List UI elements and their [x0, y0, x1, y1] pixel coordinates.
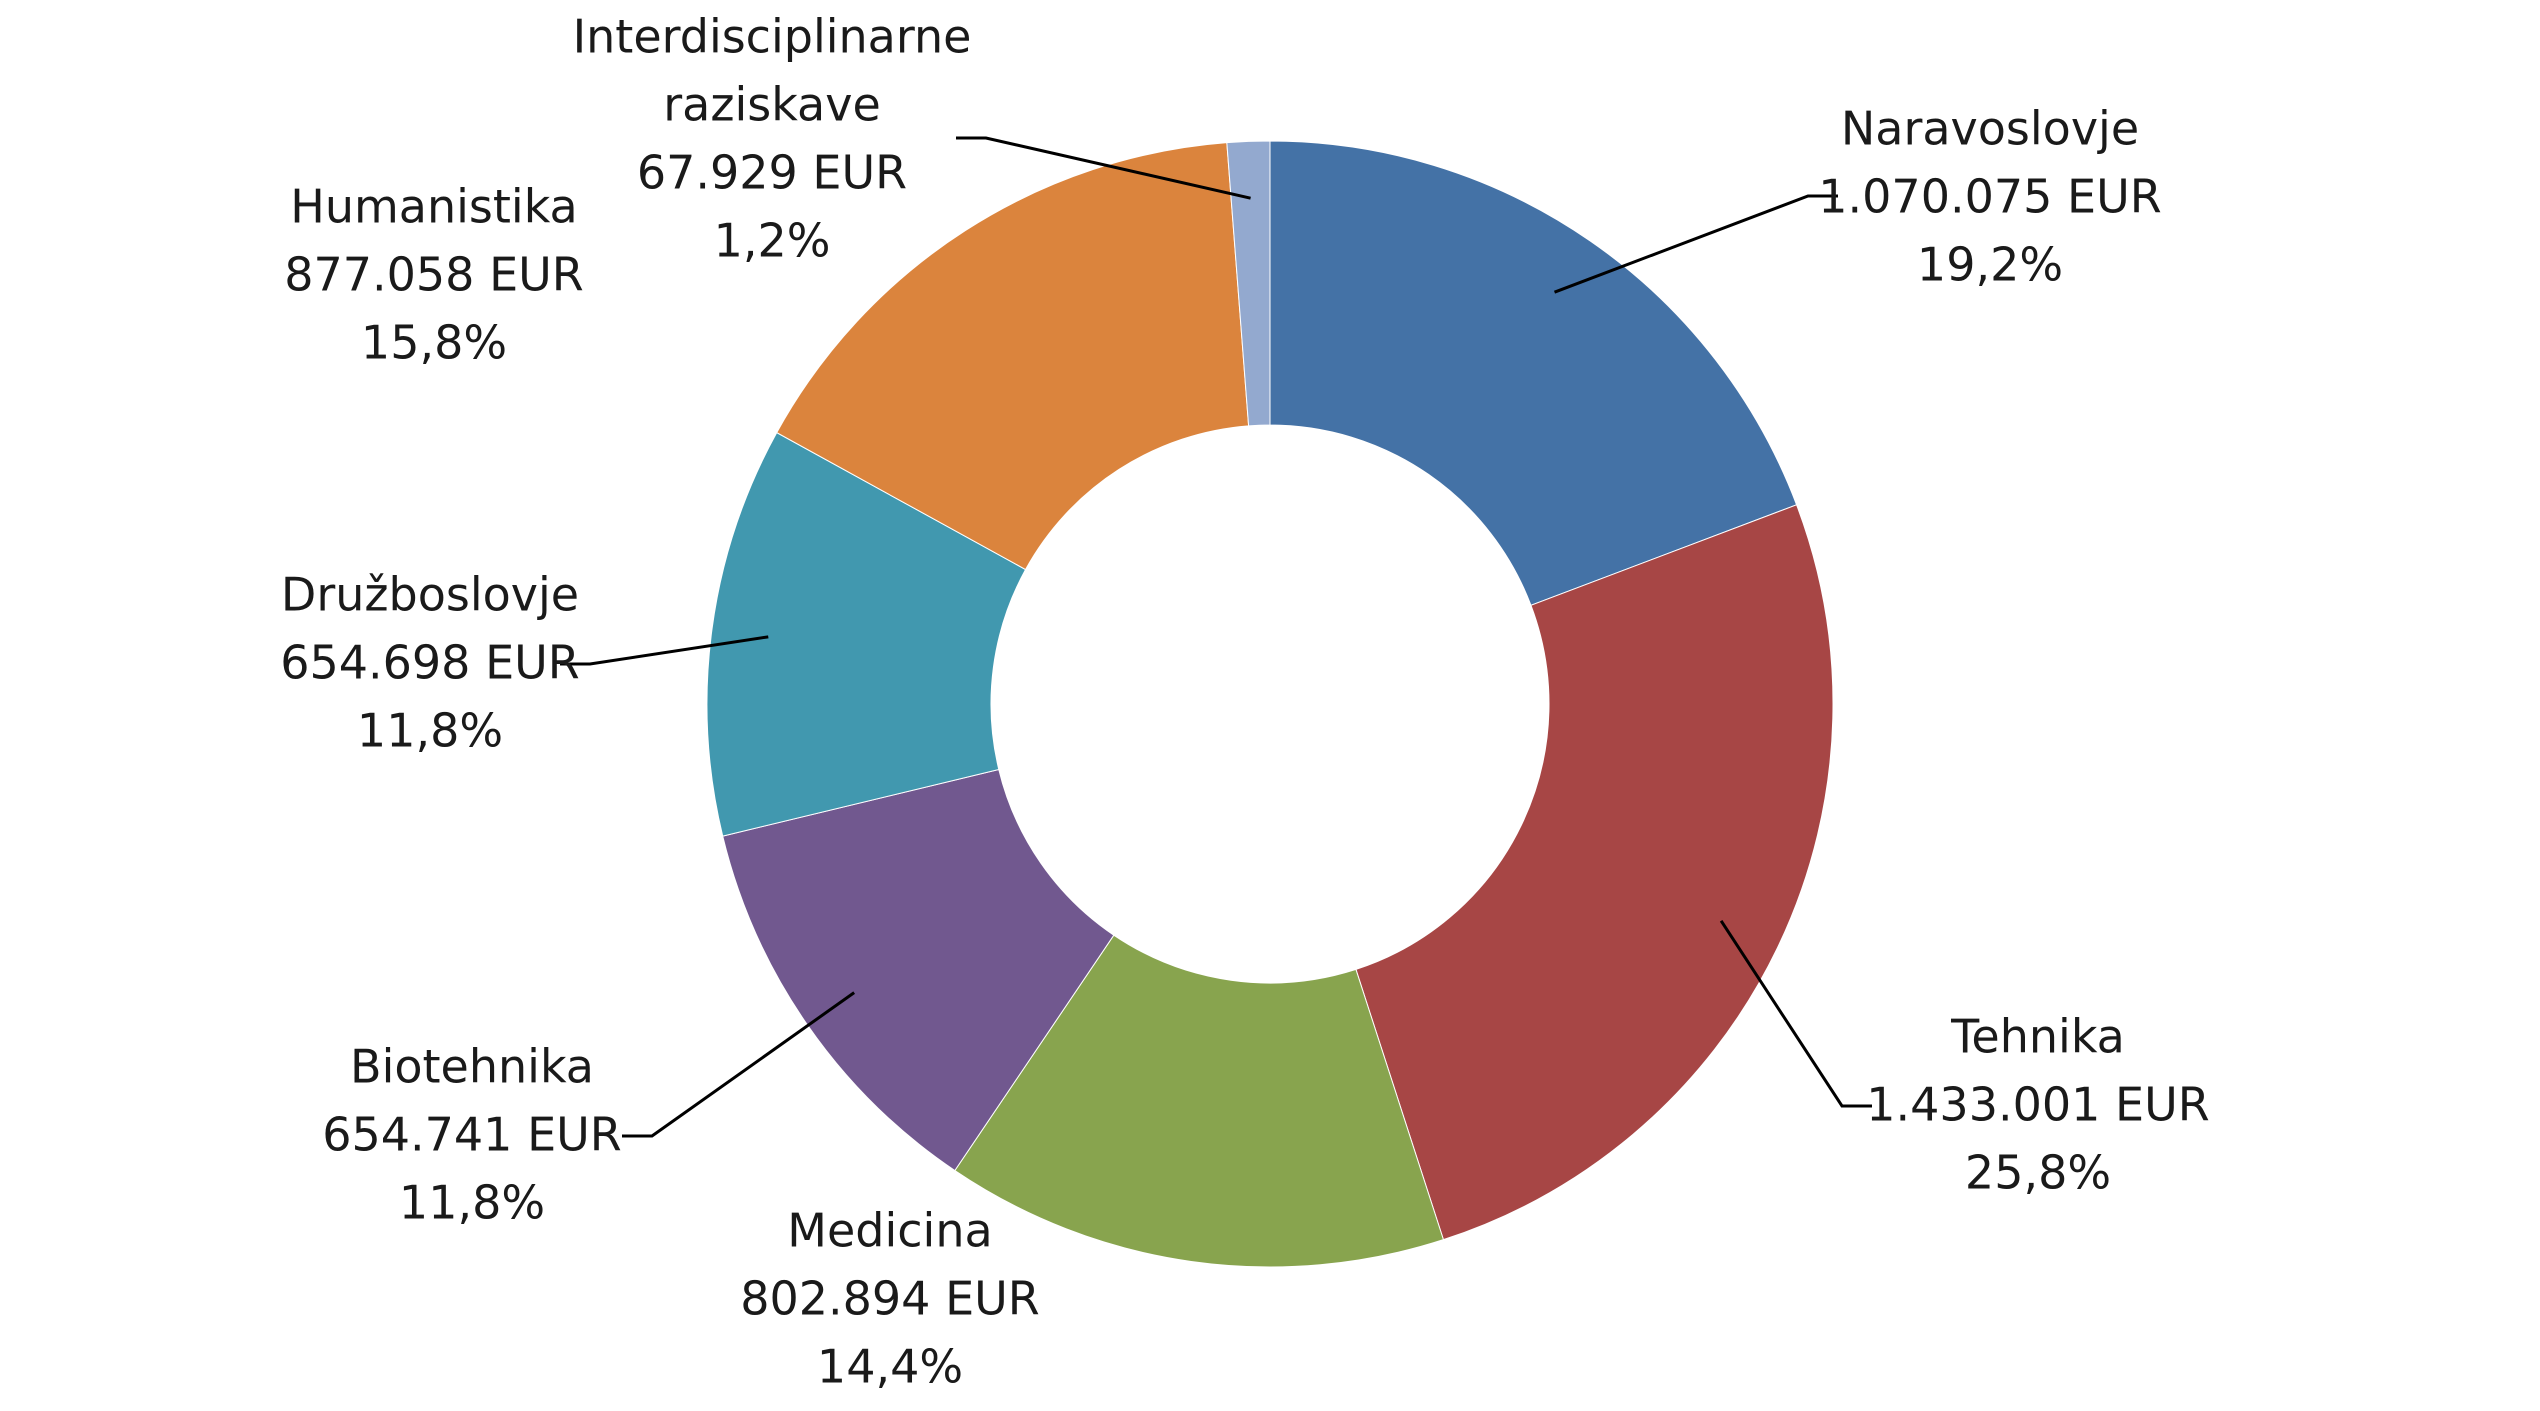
data-label-percent: 1,2% — [714, 214, 831, 268]
data-label-value: 802.894 EUR — [740, 1272, 1040, 1326]
data-label-category: Družboslovje — [281, 568, 579, 622]
data-label-category: Biotehnika — [350, 1040, 594, 1094]
label-biotehnika: Biotehnika 654.741 EUR 11,8% — [322, 1040, 622, 1230]
data-label-category: Naravoslovje — [1841, 102, 2139, 156]
slice-medicina — [954, 934, 1445, 1268]
data-label-category: Medicina — [787, 1204, 992, 1258]
leader-line-druzboslovje — [560, 635, 769, 666]
data-label-percent: 11,8% — [357, 704, 503, 758]
data-label-category: Tehnika — [1950, 1010, 2125, 1064]
data-label-category: raziskave — [663, 78, 881, 132]
leader-line-naravoslovje — [1553, 194, 1838, 294]
label-tehnika: Tehnika 1.433.001 EUR 25,8% — [1866, 1010, 2209, 1200]
label-medicina: Medicina 802.894 EUR 14,4% — [740, 1204, 1040, 1394]
slice-biotehnika — [722, 768, 1115, 1172]
leader-line-tehnika — [1719, 919, 1872, 1108]
slice-tehnika — [1355, 504, 1834, 1241]
labels-layer: Naravoslovje 1.070.075 EUR 19,2% Tehnika 1.4… — [280, 10, 2209, 1394]
slices-layer — [706, 140, 1834, 1268]
data-label-category: Interdisciplinarne — [573, 10, 972, 64]
slice-druzboslovje — [706, 431, 1027, 837]
data-label-percent: 11,8% — [399, 1176, 545, 1230]
slice-naravoslovje — [1269, 140, 1798, 606]
data-label-value: 877.058 EUR — [284, 248, 584, 302]
data-label-value: 1.433.001 EUR — [1866, 1078, 2209, 1132]
leader-line-biotehnika — [622, 991, 856, 1138]
data-label-category: Humanistika — [290, 180, 577, 234]
leader-lines-layer — [560, 136, 1872, 1138]
data-label-percent: 25,8% — [1965, 1146, 2111, 1200]
data-label-value: 654.698 EUR — [280, 636, 580, 690]
data-label-percent: 19,2% — [1917, 238, 2063, 292]
data-label-value: 67.929 EUR — [637, 146, 907, 200]
data-label-value: 654.741 EUR — [322, 1108, 622, 1162]
label-naravoslovje: Naravoslovje 1.070.075 EUR 19,2% — [1818, 102, 2161, 292]
label-humanistika: Humanistika 877.058 EUR 15,8% — [284, 180, 584, 370]
data-label-value: 1.070.075 EUR — [1818, 170, 2161, 224]
label-interdisciplinarne-raziskave: Interdisciplinarne raziskave 67.929 EUR 1,2… — [573, 10, 972, 268]
slice-interdisciplinarne-raziskave — [1226, 140, 1271, 427]
data-label-percent: 14,4% — [817, 1340, 963, 1394]
data-label-percent: 15,8% — [361, 316, 507, 370]
slice-humanistika — [776, 142, 1250, 571]
leader-line-interdisciplinarne-raziskave — [956, 136, 1251, 200]
label-druzboslovje: Družboslovje 654.698 EUR 11,8% — [280, 568, 580, 758]
